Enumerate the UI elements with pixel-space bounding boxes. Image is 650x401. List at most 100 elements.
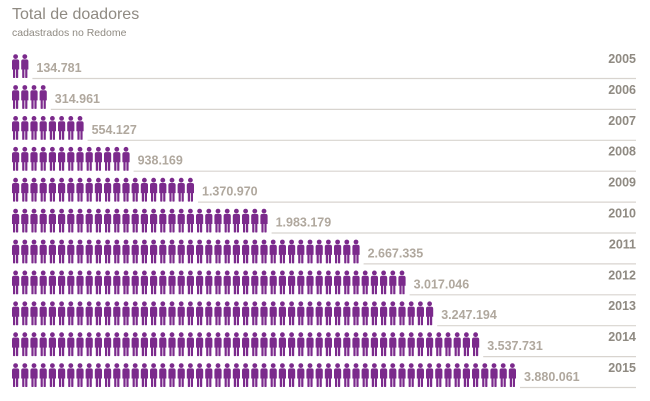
person-icon	[76, 363, 84, 387]
person-icon	[104, 332, 112, 357]
person-icon	[343, 301, 351, 326]
person-icon	[67, 332, 75, 357]
person-icon	[131, 363, 139, 387]
person-icon	[21, 177, 29, 202]
year-label: 2013	[608, 299, 636, 313]
person-icon	[39, 363, 47, 387]
person-icon	[113, 208, 121, 233]
person-icon	[131, 208, 139, 233]
person-icon	[140, 363, 148, 387]
person-icon	[370, 270, 378, 295]
person-icon	[39, 239, 47, 264]
person-icon	[232, 363, 240, 387]
person-icon	[39, 177, 47, 202]
person-icon	[94, 363, 102, 387]
person-icon	[334, 270, 342, 295]
person-icon	[177, 301, 185, 326]
person-icon	[30, 363, 38, 387]
person-icon	[315, 270, 323, 295]
person-icon	[94, 177, 102, 202]
person-icon	[48, 177, 56, 202]
person-icon	[223, 301, 231, 326]
person-icon	[12, 332, 20, 357]
person-icon	[21, 301, 29, 326]
person-icon	[370, 301, 378, 326]
person-icon	[214, 332, 222, 357]
person-icon	[499, 363, 507, 387]
person-icon	[232, 332, 240, 357]
person-icon	[407, 301, 415, 326]
person-icon	[306, 270, 314, 295]
person-icon	[232, 239, 240, 264]
person-icon	[186, 208, 194, 233]
person-icon	[315, 239, 323, 264]
person-icon	[177, 332, 185, 357]
year-label: 2015	[608, 361, 636, 375]
person-icon	[177, 177, 185, 202]
person-icon	[269, 239, 277, 264]
person-icon	[67, 270, 75, 295]
person-icon	[324, 301, 332, 326]
person-icon	[343, 363, 351, 387]
person-icon	[30, 301, 38, 326]
value-label: 134.781	[36, 61, 81, 75]
person-icon	[122, 177, 130, 202]
person-icon	[361, 363, 369, 387]
value-label: 314.961	[55, 92, 100, 106]
person-icon	[58, 363, 66, 387]
person-icon	[251, 239, 259, 264]
person-icon	[122, 270, 130, 295]
person-icon	[297, 301, 305, 326]
person-icon	[472, 363, 480, 387]
person-icon	[297, 239, 305, 264]
person-icon	[48, 208, 56, 233]
person-icon	[242, 239, 250, 264]
person-icon	[104, 363, 112, 387]
person-icon	[223, 239, 231, 264]
person-icon	[315, 332, 323, 357]
value-label: 3.537.731	[487, 339, 543, 353]
person-icon	[260, 301, 268, 326]
person-icon	[30, 146, 38, 171]
person-icon	[94, 146, 102, 171]
value-label: 3.017.046	[414, 277, 470, 291]
person-icon	[113, 177, 121, 202]
person-icon	[48, 239, 56, 264]
person-icon	[407, 332, 415, 357]
person-icon	[205, 270, 213, 295]
person-icon	[343, 239, 351, 264]
person-icon	[426, 301, 434, 326]
person-icon	[58, 177, 66, 202]
person-icon	[122, 208, 130, 233]
person-icon	[113, 239, 121, 264]
person-icon	[251, 301, 259, 326]
person-icon	[297, 332, 305, 357]
person-icon	[67, 208, 75, 233]
person-icon	[297, 363, 305, 387]
person-icon	[48, 332, 56, 357]
year-label: 2012	[608, 268, 636, 282]
person-icon	[260, 270, 268, 295]
person-icon	[131, 239, 139, 264]
person-icon	[30, 85, 38, 109]
person-icon	[232, 270, 240, 295]
person-icon	[186, 270, 194, 295]
person-icon	[214, 208, 222, 233]
person-icon	[251, 332, 259, 357]
bar-row-2010: 1.983.179 2010	[12, 207, 636, 234]
person-icon	[205, 363, 213, 387]
person-icon	[21, 239, 29, 264]
person-icon	[288, 239, 296, 264]
person-icon	[352, 301, 360, 326]
person-icon	[389, 270, 397, 295]
person-icon	[85, 363, 93, 387]
person-icon	[48, 116, 56, 140]
person-icon	[242, 301, 250, 326]
person-icon	[48, 363, 56, 387]
person-icon	[12, 239, 20, 264]
person-icon	[223, 208, 231, 233]
person-icon	[12, 85, 20, 109]
person-icon	[214, 301, 222, 326]
person-icon	[288, 270, 296, 295]
person-icon	[12, 208, 20, 233]
